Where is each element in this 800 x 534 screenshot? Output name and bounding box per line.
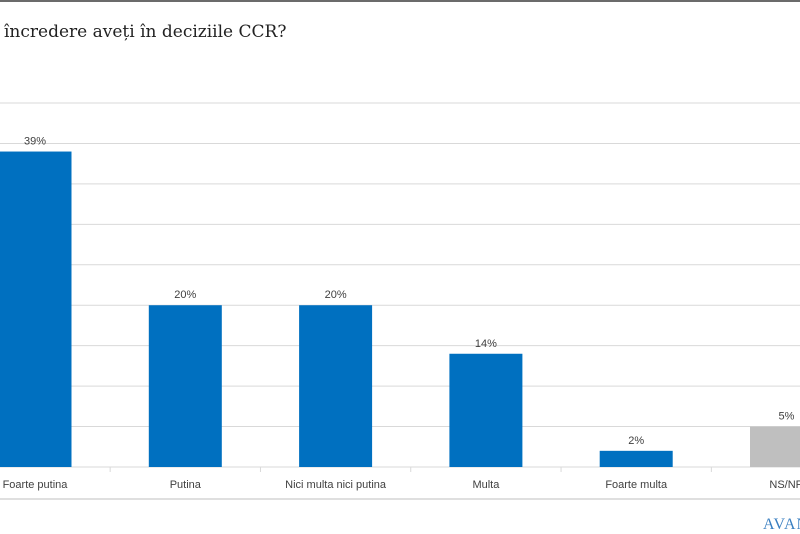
bar-2 xyxy=(299,305,373,467)
bar-3 xyxy=(449,353,523,467)
logo: AVAN xyxy=(763,516,800,533)
top-border xyxy=(0,0,800,2)
data-label: 14% xyxy=(475,338,497,350)
bar-5 xyxy=(750,426,800,467)
category-label: NS/NR xyxy=(769,479,800,491)
bar-4 xyxy=(599,450,673,467)
data-label: 20% xyxy=(174,289,196,301)
category-label: Nici multa nici putina xyxy=(285,479,387,491)
data-label: 39% xyxy=(24,136,46,148)
data-label: 20% xyxy=(325,289,347,301)
data-label: 5% xyxy=(779,411,795,423)
chart-title: încredere aveți în deciziile CCR? xyxy=(4,22,287,42)
data-label: 2% xyxy=(628,435,644,447)
category-label: Multa xyxy=(472,479,500,491)
category-label: Foarte putina xyxy=(3,479,69,491)
bar-0 xyxy=(0,151,72,468)
bar-1 xyxy=(148,305,222,467)
category-label: Foarte multa xyxy=(605,479,668,491)
category-label: Putina xyxy=(170,479,202,491)
